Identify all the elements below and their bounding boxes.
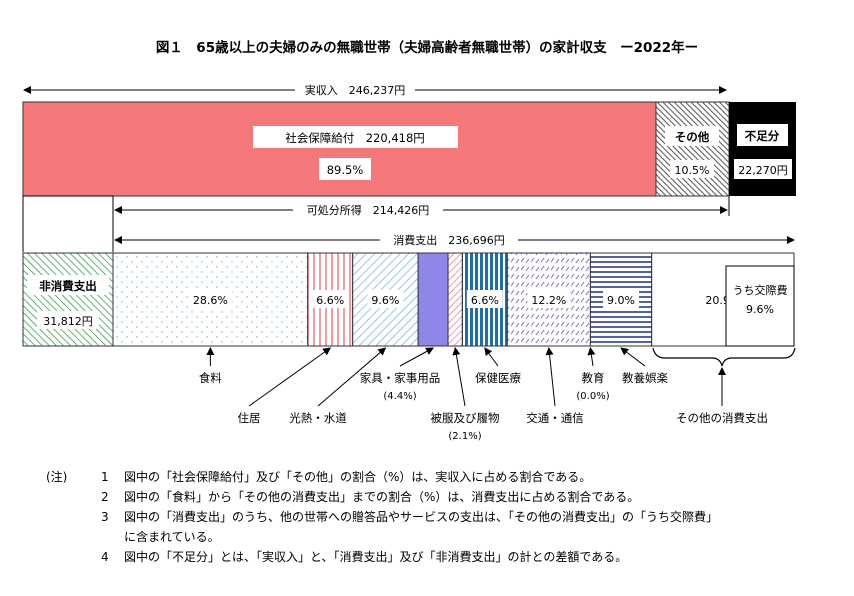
category-label-medical: 保健医療 [475, 371, 521, 385]
arrow-transport [545, 347, 556, 407]
note-text: 図中の「食料」から「その他の消費支出」までの割合（%）は、消費支出に占める割合で… [124, 490, 640, 504]
social-security-label: 社会保障給付 220,418円 [285, 131, 425, 145]
note-num: 3 [101, 510, 109, 524]
bar-social-security [22, 101, 657, 197]
note-num: 4 [101, 550, 109, 564]
bar-clothing [447, 252, 463, 347]
category-label-other_consumption: その他の消費支出 [676, 411, 768, 425]
consumption-label: 消費支出 236,696円 [393, 233, 505, 247]
category-sub-education: (0.0%) [576, 391, 609, 402]
category-label-education: 教育 [582, 371, 605, 385]
other-income-label: その他 [675, 130, 710, 144]
note-text: に含まれている。 [124, 530, 220, 544]
bar-furniture [417, 252, 449, 347]
non-consumption-label: 非消費支出 [39, 279, 97, 293]
bar-deficit [729, 102, 796, 196]
income-row: 社会保障給付 220,418円 89.5% その他 10.5% 不足分 22,2… [22, 101, 796, 197]
note-text: 図中の「社会保障給付」及び「その他」の割合（%）は、実収入に占める割合である。 [124, 470, 592, 484]
other-consumption-brace [652, 347, 796, 367]
pct-label-transport: 12.2% [531, 294, 566, 307]
social-expense-label: うち交際費 [733, 283, 788, 297]
pct-label-utilities: 9.6% [371, 294, 399, 307]
chart-title: 図１ 65歳以上の夫婦のみの無職世帯（夫婦高齢者無職世帯）の家計収支 ー2022… [156, 39, 698, 56]
social-expense-box: うち交際費 9.6% [725, 265, 795, 347]
pct-label-food: 28.6% [193, 294, 228, 307]
non-consumption-value: 31,812円 [43, 315, 93, 328]
arrow-education [587, 347, 596, 367]
category-label-furniture: 家具・家事用品 [360, 371, 441, 385]
category-label-utilities: 光熱・水道 [289, 411, 347, 425]
pct-label-medical: 6.6% [471, 294, 499, 307]
category-sub-clothing: (2.1%) [448, 431, 481, 442]
bar-other-income [655, 101, 730, 197]
category-label-housing: 住居 [238, 411, 261, 425]
expenditure-bars: 28.6% 6.6% 9.6% 6.6% 12.2% 9.0% 20.9% [112, 252, 795, 347]
category-sub-furniture: (4.4%) [383, 391, 416, 402]
note-text: 図中の「不足分」とは、「実収入」と、「消費支出」及び「非消費支出」の計との差額で… [124, 550, 628, 564]
arrow-utilities [317, 347, 387, 407]
bar-non-consumption [22, 252, 114, 347]
category-label-food: 食料 [199, 371, 222, 385]
category-label-clothing: 被服及び履物 [431, 411, 500, 425]
household-budget-chart: 図１ 65歳以上の夫婦のみの無職世帯（夫婦高齢者無職世帯）の家計収支 ー2022… [22, 39, 796, 442]
income-total-label: 実収入 246,237円 [305, 83, 406, 97]
note-text: 図中の「消費支出」のうち、他の世帯への贈答品やサービスの支出は、「その他の消費支… [124, 510, 719, 524]
note-num: 1 [101, 470, 109, 484]
pct-label-housing: 6.6% [316, 294, 344, 307]
disposable-label: 可処分所得 214,426円 [307, 204, 430, 217]
arrow-clothing [452, 347, 466, 407]
category-label-recreation: 教養娯楽 [622, 371, 668, 385]
category-label-transport: 交通・通信 [526, 411, 584, 425]
social-expense-pct: 9.6% [746, 303, 774, 316]
arrow-medical [484, 347, 499, 367]
notes-mark: (注) [46, 470, 68, 484]
non-consumption: 非消費支出 31,812円 [22, 252, 114, 347]
other-income-pct: 10.5% [675, 164, 710, 177]
arrow-housing [248, 347, 332, 407]
social-security-pct: 89.5% [327, 163, 364, 177]
deficit-label: 不足分 [745, 129, 780, 143]
note-num: 2 [101, 490, 109, 504]
pct-label-recreation: 9.0% [607, 294, 635, 307]
arrow-furniture [399, 347, 434, 367]
arrow-recreation [620, 347, 646, 367]
deficit-value: 22,270円 [738, 164, 788, 177]
